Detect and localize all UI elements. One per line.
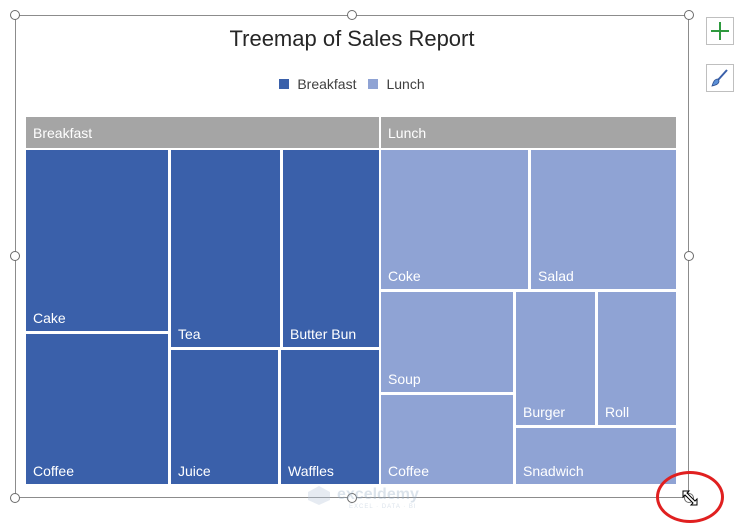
chart-title[interactable]: Treemap of Sales Report [229,26,475,51]
tile-label: Coffee [33,463,74,479]
tile-label: Burger [523,404,566,420]
tile-label: Roll [605,404,630,420]
brush-icon [711,69,728,87]
resize-handle-middle-right[interactable] [684,251,694,261]
treemap-tile-coffee-lunch[interactable]: Coffee [381,395,513,484]
resize-handle-middle-left[interactable] [10,251,20,261]
tile-label: Tea [178,326,201,342]
plus-icon [711,22,729,40]
tile-label: Soup [388,371,421,387]
treemap-tile-roll[interactable]: Roll [598,292,676,425]
watermark-tagline: EXCEL · DATA · BI [349,504,417,510]
chart-elements-button[interactable] [706,17,734,45]
resize-handle-bottom-left[interactable] [10,493,20,503]
watermark-logo: exceldemy EXCEL · DATA · BI [305,484,419,510]
legend-item-breakfast: Breakfast [279,76,356,92]
treemap-tile-soup[interactable]: Soup [381,292,513,392]
treemap-tile-coffee-breakfast[interactable]: Coffee [26,334,168,484]
resize-handle-top-center[interactable] [347,10,357,20]
legend-label-lunch: Lunch [386,76,425,92]
tile-label: Snadwich [523,463,584,479]
legend-swatch-lunch [368,79,379,89]
resize-handle-top-left[interactable] [10,10,20,20]
tile-label: Waffles [288,463,334,479]
legend-swatch-breakfast [279,79,290,89]
treemap-tile-tea[interactable]: Tea [171,150,280,347]
tile-label: Butter Bun [290,326,357,342]
treemap-tile-butter-bun[interactable]: Butter Bun [283,150,379,347]
treemap-tile-burger[interactable]: Burger [516,292,595,425]
treemap-tile-juice[interactable]: Juice [171,350,278,484]
treemap-tile-waffles[interactable]: Waffles [281,350,379,484]
treemap-tile-salad[interactable]: Salad [531,150,676,289]
treemap-tile-cake[interactable]: Cake [26,150,168,331]
tile-label: Coke [388,268,421,284]
chart-legend[interactable]: Breakfast Lunch [15,76,689,92]
chart-styles-button[interactable] [706,64,734,92]
tile-label: Juice [178,463,211,479]
resize-handle-top-right[interactable] [684,10,694,20]
legend-label-breakfast: Breakfast [297,76,357,92]
treemap-tile-snadwich[interactable]: Snadwich [516,428,676,484]
highlight-circle [656,471,724,523]
exceldemy-logo-icon [308,486,330,505]
resize-handle-bottom-center[interactable] [347,493,357,503]
watermark-name: exceldemy [337,486,419,503]
legend-item-lunch: Lunch [368,76,425,92]
tile-label: Salad [538,268,574,284]
tile-label: Cake [33,310,66,326]
tile-label: Coffee [388,463,429,479]
treemap-tile-coke[interactable]: Coke [381,150,528,289]
